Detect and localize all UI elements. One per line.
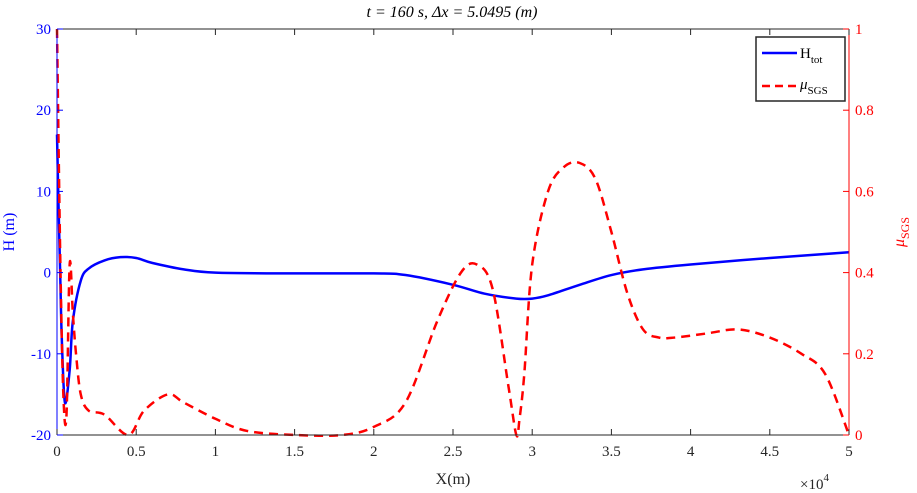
x-tick-label: 4.5 [760,444,779,460]
chart-title: t = 160 s, Δx = 5.0495 (m) [367,4,538,21]
x-exponent-label: ×104 [800,472,829,493]
y-right-tick-label: 0.8 [855,103,874,119]
y-left-tick-label: 30 [36,22,51,38]
y-left-tick-label: 0 [44,266,52,282]
y-left-tick-label: 10 [36,184,51,200]
series-layer [55,28,851,438]
x-tick-label: 1 [212,444,220,460]
x-axis-label: X(m) [436,471,471,488]
y-left-tick-label: 20 [36,103,51,119]
x-tick-label: 3 [528,444,536,460]
x-tick-label: 0.5 [127,444,146,460]
y-right-tick-label: 0.2 [855,347,874,363]
y-right-axis-label: μSGS [891,217,912,248]
y-left-tick-label: -20 [31,428,51,444]
legend-label-h-tot: Htot [800,46,822,66]
plot-area [57,29,849,435]
y-right-tick-label: 0.4 [855,266,874,282]
x-tick-label: 2 [370,444,378,460]
legend-label-mu-sgs: μSGS [799,77,828,97]
x-tick-label: 0 [53,444,61,460]
x-tick-label: 5 [845,444,853,460]
x-tick-label: 4 [687,444,695,460]
y-left-axis-label: H (m) [1,213,18,252]
y-right-tick-label: 1 [855,22,863,38]
legend: Htot μSGS [755,36,846,102]
x-tick-label: 1.5 [285,444,304,460]
y-left-tick-label: -10 [31,347,51,363]
legend-box [755,36,846,102]
y-left-tick-group: -20 -10 0 10 20 30 [31,22,63,444]
y-right-tick-label: 0 [855,428,863,444]
y-right-tick-group: 0 0.2 0.4 0.6 0.8 1 [843,22,874,444]
x-tick-group: 0 0.5 1 1.5 2 2.5 3 3.5 4 4.5 5 [53,29,853,460]
y-right-tick-label: 0.6 [855,184,874,200]
series-line-mu-sgs [55,28,851,438]
x-tick-label: 2.5 [444,444,463,460]
x-tick-label: 3.5 [602,444,621,460]
